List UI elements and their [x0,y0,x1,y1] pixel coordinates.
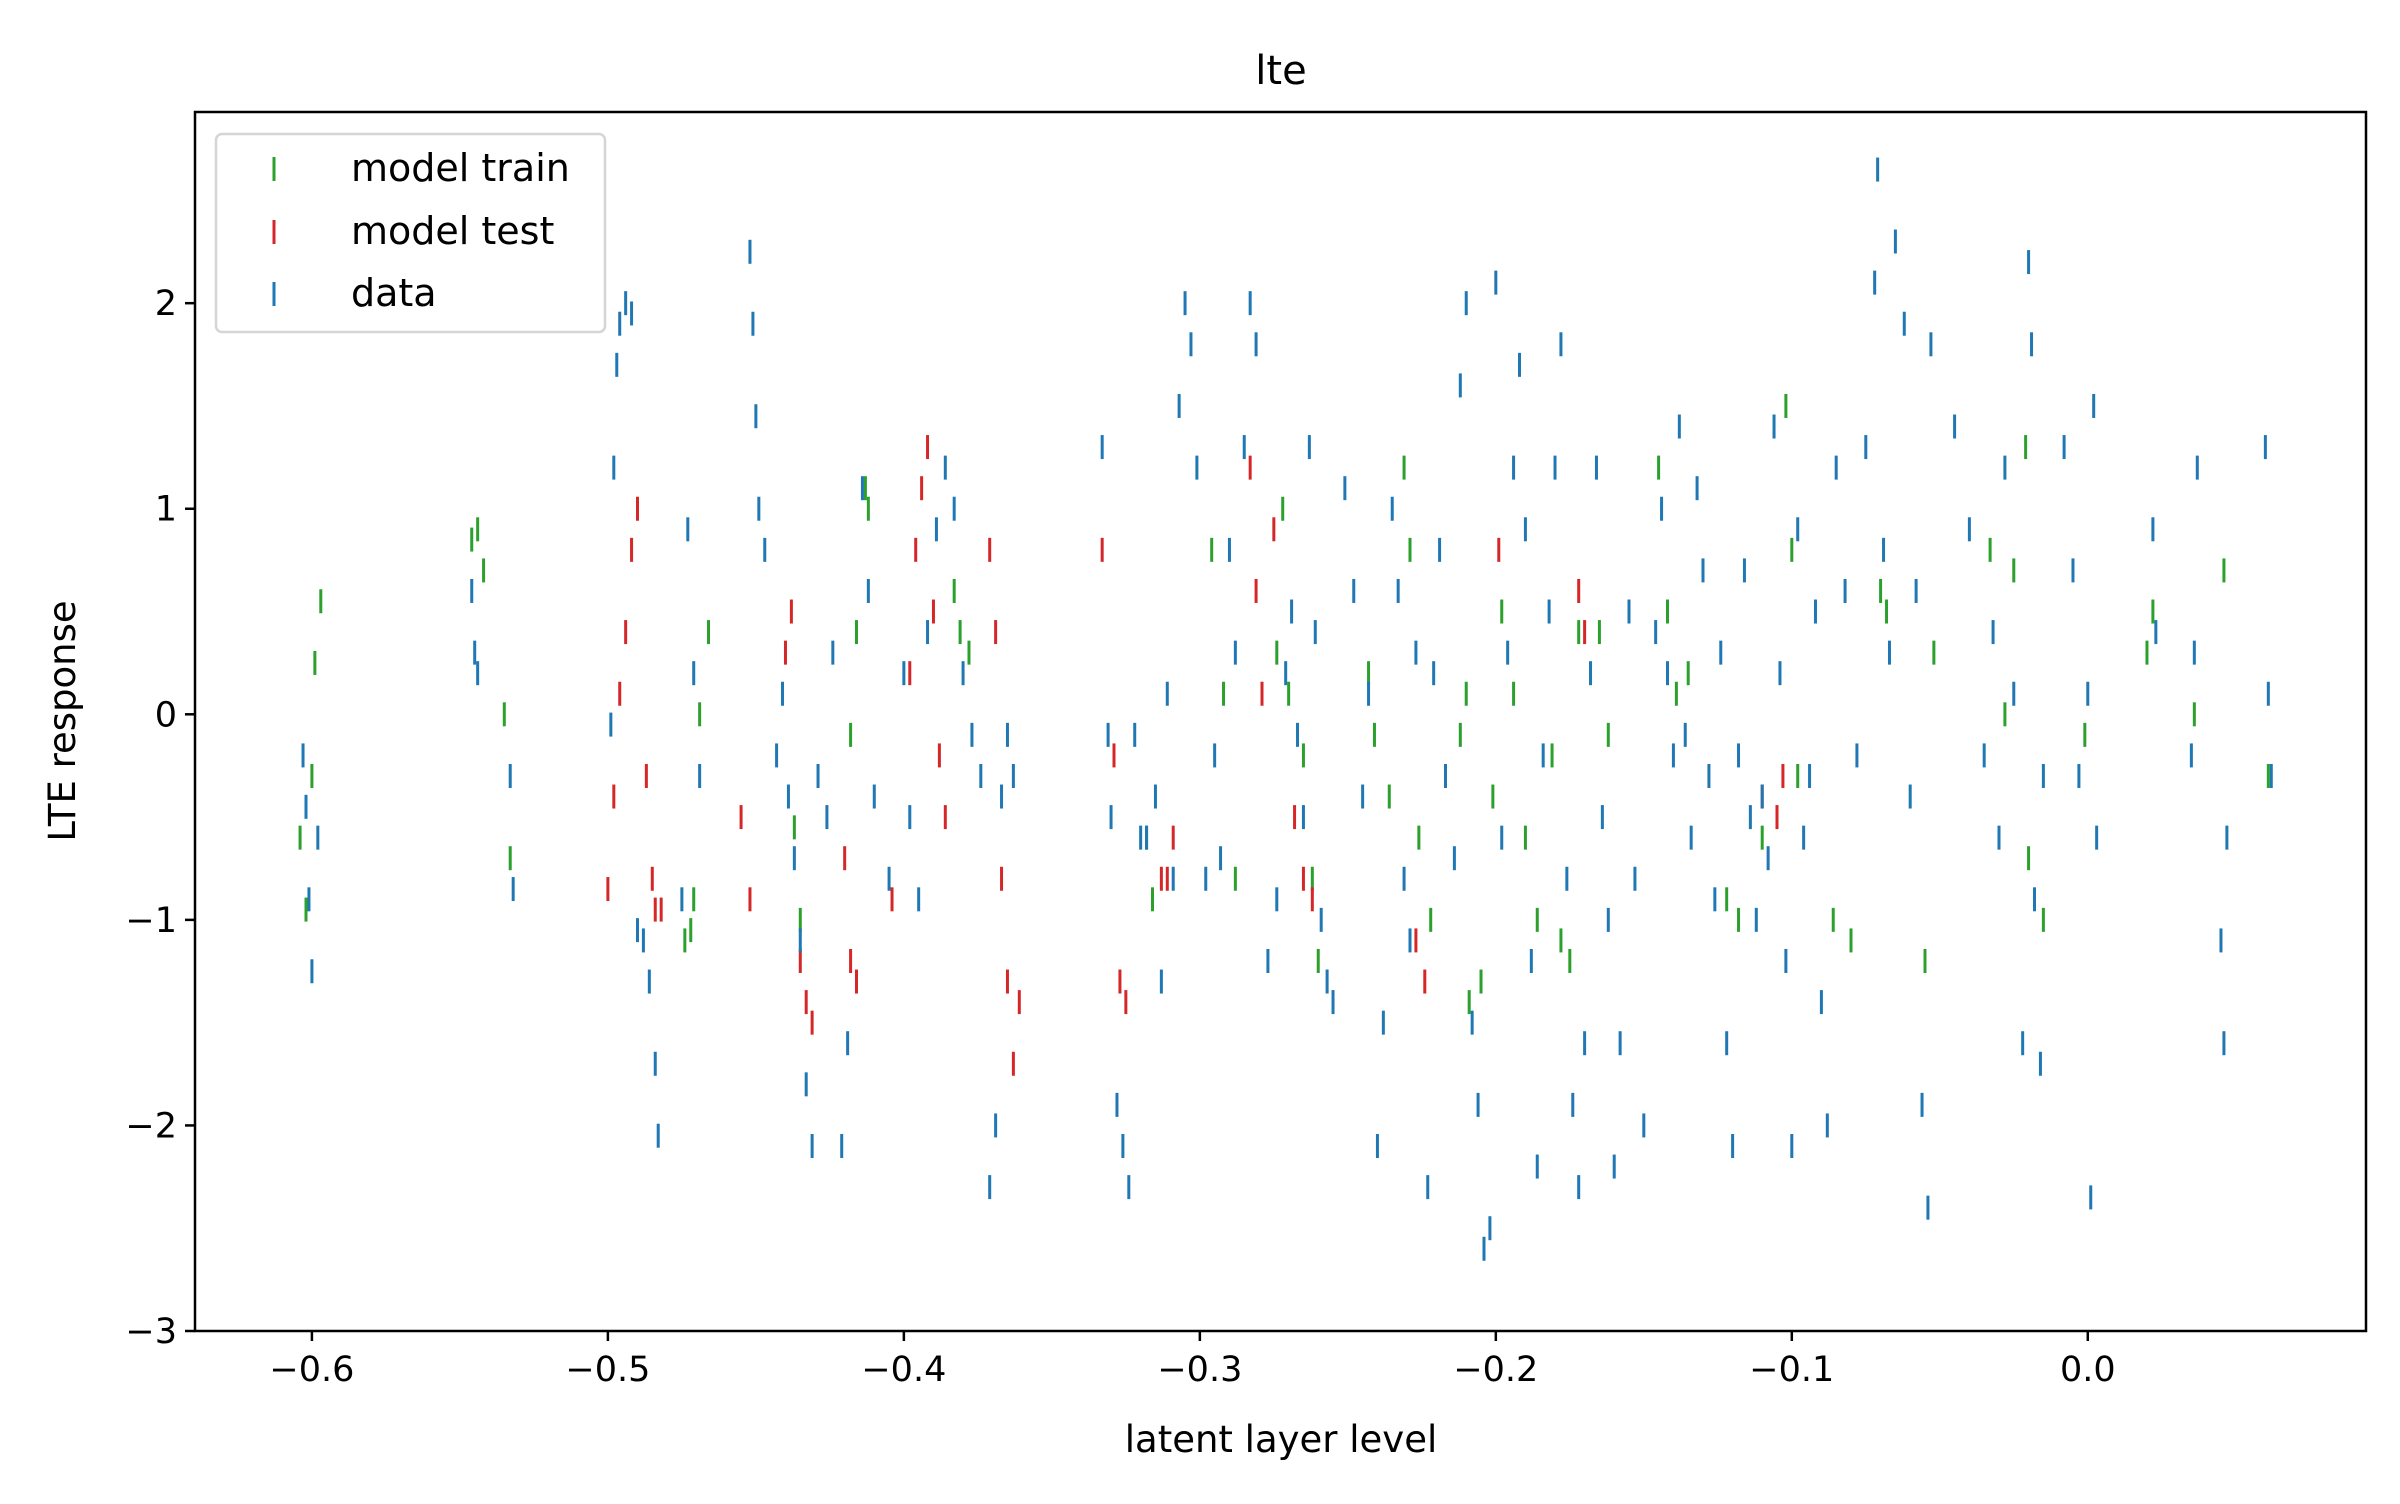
plot-marks [298,157,2273,1261]
legend-box [214,132,607,334]
y-tick-label: 2 [155,284,177,324]
x-tick-label: −0.4 [861,1350,946,1390]
x-axis-ticks: −0.6 −0.5 −0.4 −0.3 −0.2 −0.1 0.0 [269,1331,2116,1390]
x-tick-label: 0.0 [2060,1350,2116,1390]
x-tick-label: −0.1 [1749,1350,1834,1390]
axes-frame [193,110,2368,1333]
y-axis-ticks: −3 −2 −1 0 1 2 [125,284,195,1352]
legend-label-model-test: model test [351,209,554,253]
y-tick-label: −3 [125,1312,177,1352]
x-tick-label: −0.3 [1157,1350,1242,1390]
y-tick-label: −1 [125,901,177,941]
x-tick-label: −0.5 [565,1350,650,1390]
y-tick-label: −2 [125,1106,177,1146]
x-axis-label: latent layer level [1125,1418,1438,1461]
chart-title: lte [1255,48,1306,94]
legend-label-data: data [351,271,437,315]
y-tick-label: 0 [155,695,177,735]
legend-label-model-train: model train [351,146,570,190]
legend: model train model test data [214,132,607,334]
x-tick-label: −0.2 [1453,1350,1538,1390]
y-tick-label: 1 [155,490,177,530]
x-tick-label: −0.6 [269,1350,354,1390]
y-axis-label: LTE response [41,600,84,841]
